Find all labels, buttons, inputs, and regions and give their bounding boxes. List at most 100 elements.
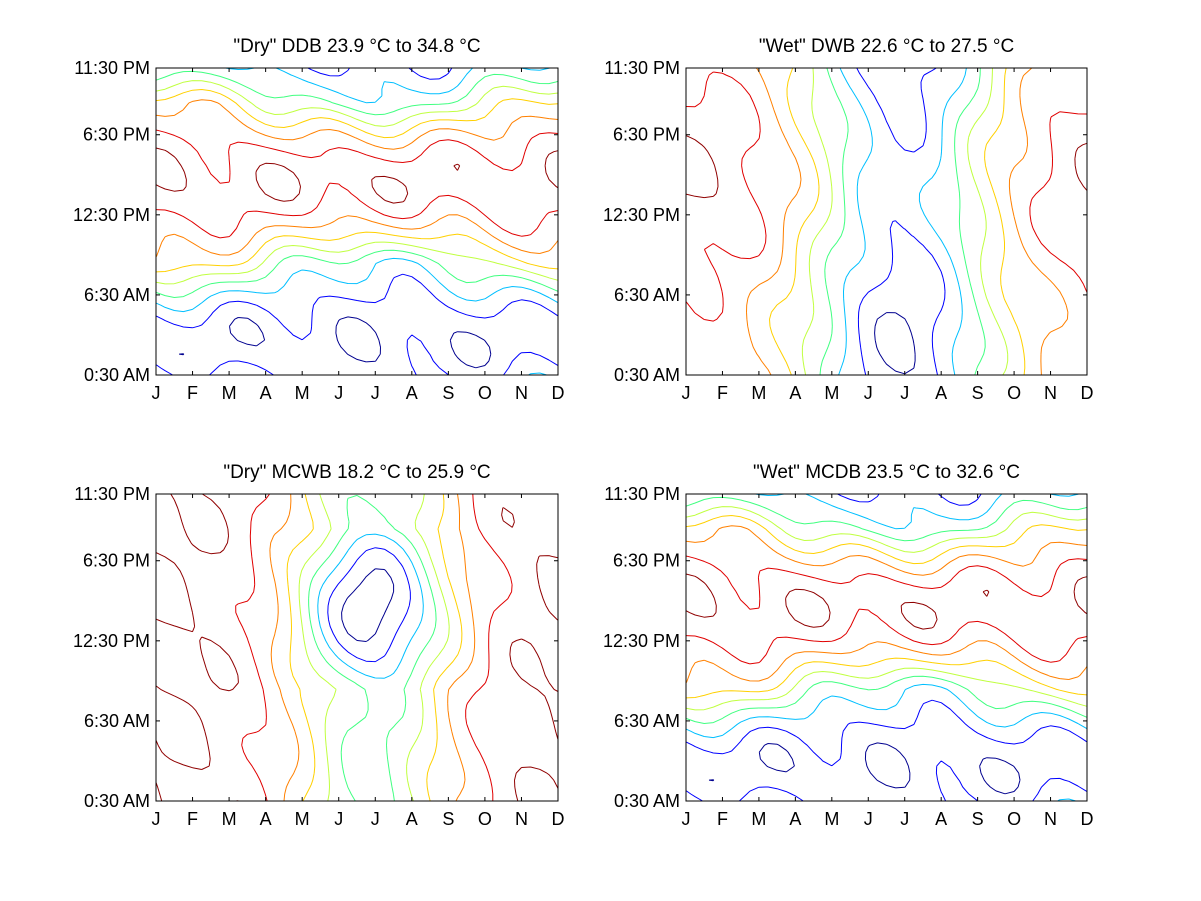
x-tick-label: D (552, 809, 565, 829)
x-tick-label: J (682, 809, 691, 829)
contour-level-9 (155, 147, 559, 204)
y-tick-label: 12:30 PM (603, 631, 680, 651)
x-tick-label: M (824, 383, 839, 403)
contour-level-1 (179, 316, 492, 369)
contour-panel-4: "Wet" MCDB 23.5 °C to 32.6 °C J F M A M J J A S O N… (603, 462, 1094, 829)
x-tick-label: O (478, 383, 492, 403)
y-tick-label: 6:30 PM (83, 125, 150, 145)
x-tick-label: S (442, 383, 454, 403)
contour-level-7 (269, 493, 476, 802)
contour-level-4 (308, 494, 437, 802)
x-tick-label: A (789, 383, 801, 403)
y-tick-label: 12:30 PM (73, 205, 150, 225)
x-tick-label: D (552, 383, 565, 403)
x-tick-label: J (371, 809, 380, 829)
x-tick-label: J (682, 383, 691, 403)
contour-panel-3: "Dry" MCWB 18.2 °C to 25.9 °C J F M A M J J A S O N… (73, 462, 565, 829)
y-tick-label: 0:30 AM (84, 791, 150, 811)
y-tick-label: 11:30 PM (604, 484, 680, 504)
contour-level-1 (708, 742, 1021, 795)
x-tick-label: O (1007, 809, 1021, 829)
x-tick-label: O (478, 809, 492, 829)
x-tick-label: M (295, 809, 310, 829)
x-tick-label: N (515, 809, 528, 829)
x-tick-label: A (935, 809, 947, 829)
x-tick-label: F (717, 383, 728, 403)
contour-level-8 (235, 493, 513, 802)
y-tick-label: 0:30 AM (84, 365, 150, 385)
x-tick-label: M (824, 809, 839, 829)
y-tick-label: 6:30 PM (83, 551, 150, 571)
panel-title: "Wet" DWB 22.6 °C to 27.5 °C (759, 36, 1014, 57)
x-tick-label: F (187, 809, 198, 829)
x-tick-label: J (900, 383, 909, 403)
x-tick-label: D (1081, 809, 1094, 829)
x-tick-label: F (187, 383, 198, 403)
x-tick-label: N (1044, 809, 1057, 829)
y-tick-label: 11:30 PM (74, 58, 150, 78)
panel-title: "Dry" MCWB 18.2 °C to 25.9 °C (223, 462, 490, 483)
contour-level-8 (155, 129, 559, 239)
contour-level-8 (685, 555, 1088, 665)
x-tick-label: S (972, 809, 984, 829)
y-tick-label: 11:30 PM (74, 484, 150, 504)
y-tick-label: 0:30 AM (614, 365, 680, 385)
contour-level-9 (685, 135, 1088, 199)
x-tick-label: M (222, 809, 237, 829)
axes-frame (685, 67, 1088, 376)
contour-level-6 (155, 89, 559, 273)
contour-panel-1: "Dry" DDB 23.9 °C to 34.8 °C J F M A M J J A S O N D… (73, 36, 565, 403)
y-tick-label: 6:30 AM (84, 285, 150, 305)
contour-lines (155, 67, 559, 376)
contour-level-5 (155, 80, 559, 285)
axes-frame (155, 493, 559, 802)
contour-level-6 (769, 67, 1026, 376)
y-tick-label: 12:30 PM (603, 205, 680, 225)
x-tick-label: J (900, 809, 909, 829)
axes-frame (685, 493, 1088, 802)
panel-title: "Dry" DDB 23.9 °C to 34.8 °C (233, 36, 480, 57)
contour-level-3 (838, 67, 967, 376)
x-tick-label: A (406, 809, 418, 829)
contour-level-4 (685, 496, 1088, 724)
x-tick-label: J (334, 383, 343, 403)
axes-frame (155, 67, 559, 376)
y-tick-label: 6:30 AM (84, 711, 150, 731)
contour-level-1 (341, 568, 395, 642)
contour-level-5 (801, 67, 1009, 376)
contour-level-4 (819, 67, 986, 376)
contour-level-9 (155, 493, 559, 802)
contour-level-6 (685, 515, 1088, 699)
x-tick-label: A (260, 383, 272, 403)
x-tick-label: J (371, 383, 380, 403)
x-tick-label: S (442, 809, 454, 829)
contour-level-5 (685, 506, 1088, 711)
x-tick-label: D (1081, 383, 1094, 403)
contour-level-4 (155, 70, 559, 298)
x-tick-label: N (1044, 383, 1057, 403)
y-tick-label: 12:30 PM (73, 631, 150, 651)
contour-panel-2: "Wet" DWB 22.6 °C to 27.5 °C J F M A M J J A S O N D… (603, 36, 1094, 403)
x-tick-label: F (717, 809, 728, 829)
contour-level-7 (746, 67, 1069, 376)
y-tick-label: 11:30 PM (604, 58, 680, 78)
contour-level-2 (327, 547, 411, 663)
x-tick-label: J (152, 383, 161, 403)
x-tick-label: M (295, 383, 310, 403)
y-tick-label: 6:30 PM (613, 551, 680, 571)
contour-level-2 (856, 67, 946, 376)
panel-title: "Wet" MCDB 23.5 °C to 32.6 °C (753, 462, 1020, 483)
y-tick-label: 6:30 AM (614, 711, 680, 731)
contour-level-5 (298, 493, 450, 802)
x-tick-label: M (222, 383, 237, 403)
y-tick-label: 6:30 PM (613, 125, 680, 145)
contour-level-3 (317, 533, 424, 679)
x-tick-label: M (751, 809, 766, 829)
x-tick-label: J (864, 383, 873, 403)
x-tick-label: J (152, 809, 161, 829)
x-tick-label: J (334, 809, 343, 829)
contour-level-1 (874, 312, 916, 375)
x-tick-label: M (751, 383, 766, 403)
